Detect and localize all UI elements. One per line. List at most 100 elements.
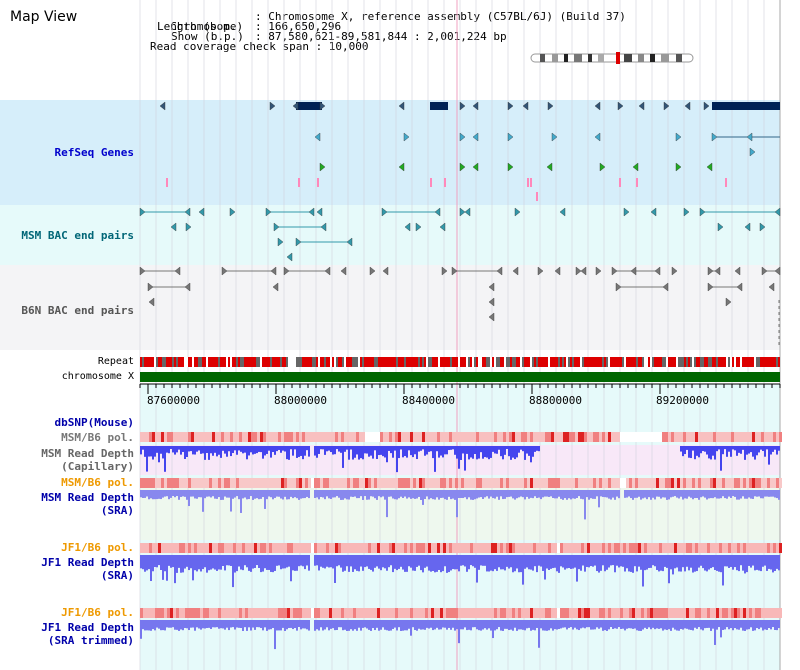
gene-arrow-icon [464,207,471,217]
polymorphism-mark [566,608,569,618]
polymorphism-mark [170,478,173,488]
read-depth-bar [276,620,278,631]
gene-arrow-icon [472,162,479,172]
read-depth-bar [776,446,778,455]
read-depth-bar [640,620,642,631]
read-depth-bar [464,555,466,567]
track-label-jf1-b6-pol-2[interactable]: JF1/B6 pol. [61,606,134,619]
read-depth-bar [548,555,550,571]
polymorphism-mark [347,608,350,618]
repeat-mark [204,357,206,367]
read-depth-bar [292,446,294,456]
read-depth-bar [558,490,560,497]
polymorphism-mark [482,543,485,553]
read-depth-bar [272,446,274,453]
axis-tick-label: 87600000 [147,394,200,407]
read-depth-bar [660,620,662,629]
read-depth-bar [152,446,154,460]
read-depth-bar [482,446,484,459]
polymorphism-mark [416,608,419,618]
polymorphism-mark [569,432,572,442]
read-depth-bar [230,620,232,628]
track-label-msm-bac[interactable]: MSM BAC end pairs [21,229,134,242]
track-label-msm-b6-pol[interactable]: MSM/B6 pol. [61,431,134,444]
read-depth-bar [252,555,254,569]
read-depth-bar [724,620,726,630]
read-depth-bar [372,446,374,459]
read-depth-bar [256,446,258,454]
read-depth-bar [730,555,732,567]
read-depth-bar [670,490,672,498]
read-depth-bar [336,555,338,567]
polymorphism-mark [659,478,662,488]
repeat-mark [492,357,494,367]
read-depth-bar [250,620,252,631]
polymorphism-mark [386,478,389,488]
repeat-mark [494,357,496,367]
read-depth-bar [654,555,656,567]
polymorphism-mark [512,478,515,488]
polymorphism-mark [296,543,299,553]
track-label-refseq-genes[interactable]: RefSeq Genes [54,146,134,159]
track-label-jf1-depth-trimmed[interactable]: JF1 Read Depth (SRA trimmed) [0,621,134,647]
repeat-mark [626,357,628,367]
repeat-mark [358,357,360,367]
repeat-mark [278,357,280,367]
read-depth-bar [180,620,182,630]
read-depth-bar [744,555,746,574]
repeat-mark [296,357,298,367]
polymorphism-mark [149,478,152,488]
read-depth-bar [342,446,344,468]
track-label-dbsnp[interactable]: dbSNP(Mouse) [54,416,134,429]
track-label-jf1-b6-pol[interactable]: JF1/B6 pol. [61,541,134,554]
track-label-msm-b6-pol-2[interactable]: MSM/B6 pol. [61,476,134,489]
polymorphism-mark [710,478,713,488]
polymorphism-mark [605,608,608,618]
polymorphism-mark [281,432,284,442]
read-depth-bar [696,620,698,629]
read-depth-bar [734,490,736,497]
read-depth-bar [436,446,438,452]
read-depth-bar [648,490,650,498]
polymorphism-mark [680,478,683,488]
polymorphism-mark [479,608,482,618]
read-depth-bar [700,555,702,566]
read-depth-bar [238,620,240,628]
track-label-msm-depth-capillary[interactable]: MSM Read Depth (Capillary) [0,447,134,473]
read-depth-bar [196,555,198,572]
chromosome-ideogram-icon[interactable] [528,51,698,65]
polymorphism-mark [731,543,734,553]
polymorphism-mark [320,608,323,618]
polymorphism-mark [641,432,644,442]
gene-arrow-icon [522,101,529,111]
polymorphism-mark [707,543,710,553]
read-depth-bar [444,620,446,628]
polymorphism-mark [557,432,560,442]
polymorphism-mark [746,478,749,488]
polymorphism-mark [167,432,170,442]
read-depth-bar [402,620,404,631]
polymorphism-mark [611,608,614,618]
polymorphism-mark [290,478,293,488]
track-label-jf1-depth-sra[interactable]: JF1 Read Depth (SRA) [0,556,134,582]
polymorphism-mark [626,543,629,553]
read-depth-bar [758,490,760,497]
polymorphism-mark [506,543,509,553]
polymorphism-mark [704,432,707,442]
polymorphism-mark [140,543,143,553]
polymorphism-mark [689,478,692,488]
polymorphism-mark [392,608,395,618]
polymorphism-mark [545,478,548,488]
polymorphism-mark [725,608,728,618]
polymorphism-mark [326,478,329,488]
polymorphism-mark [236,543,239,553]
read-depth-bar [588,555,590,568]
track-label-msm-depth-sra[interactable]: MSM Read Depth (SRA) [0,491,134,517]
track-label-b6n-bac[interactable]: B6N BAC end pairs [21,304,134,317]
read-depth-bar [566,490,568,500]
read-depth-bar [258,490,260,500]
polymorphism-mark [440,543,443,553]
read-depth-bar [422,620,424,630]
read-depth-bar [204,555,206,568]
repeat-mark [746,357,748,367]
